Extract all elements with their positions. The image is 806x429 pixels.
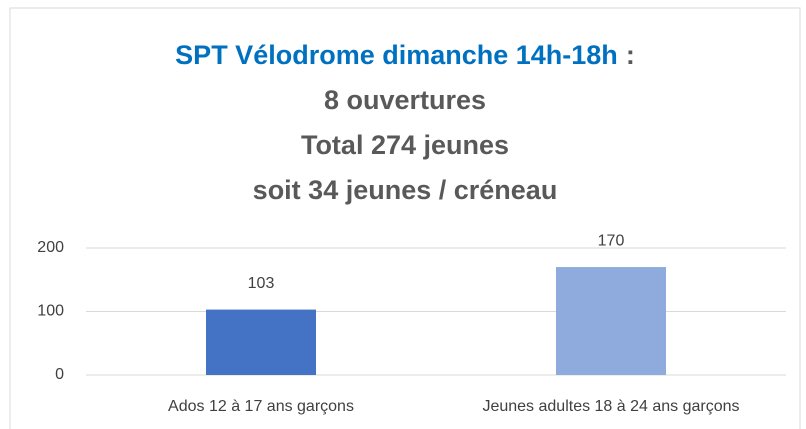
chart-frame [9, 7, 801, 429]
bar [556, 267, 666, 375]
chart-title: Total 274 jeunes [301, 130, 509, 160]
title-part: SPT Vélodrome dimanche 14h-18h [175, 40, 618, 70]
y-tick-label: 200 [37, 239, 64, 256]
bar [206, 309, 316, 375]
chart-title: SPT Vélodrome dimanche 14h-18h: [175, 40, 635, 70]
x-tick-label: Jeunes adultes 18 à 24 ans garçons [482, 398, 739, 415]
y-tick-label: 100 [37, 303, 64, 320]
chart-title: 8 ouvertures [324, 85, 486, 115]
title-part: : [626, 40, 635, 70]
title-part: Total 274 jeunes [301, 130, 509, 160]
x-tick-label: Ados 12 à 17 ans garçons [168, 398, 354, 415]
title-part: soit 34 jeunes / créneau [253, 175, 558, 205]
title-part: 8 ouvertures [324, 85, 486, 115]
data-label: 103 [248, 275, 275, 292]
chart-title: soit 34 jeunes / créneau [253, 175, 558, 205]
data-label: 170 [598, 232, 625, 249]
y-tick-label: 0 [55, 366, 64, 383]
